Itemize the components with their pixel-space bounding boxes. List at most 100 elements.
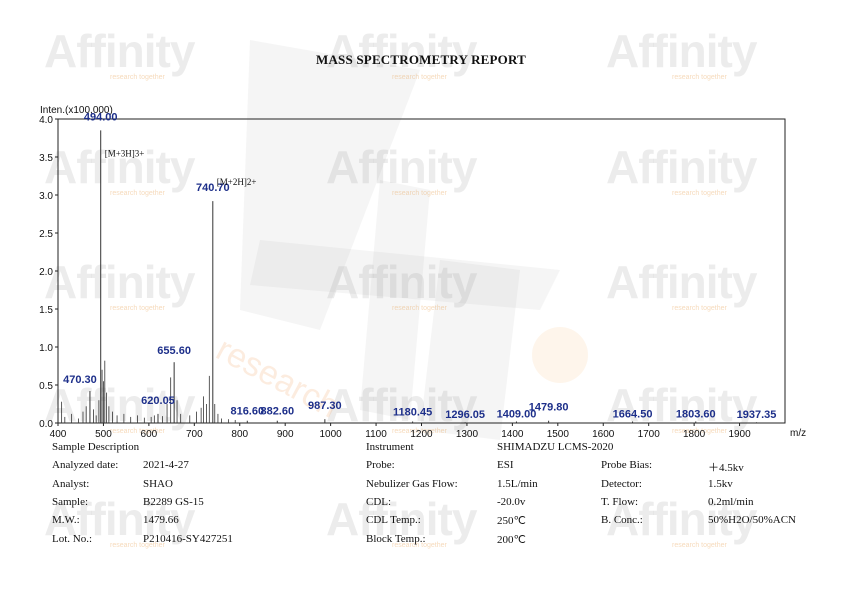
info-label: Probe: bbox=[366, 459, 395, 471]
watermark-logo: Affinity bbox=[44, 493, 195, 545]
instrument-value: SHIMADZU LCMS-2020 bbox=[497, 441, 614, 453]
info-label: Lot. No.: bbox=[52, 533, 93, 545]
info-value: ＋4.5kv bbox=[708, 462, 744, 474]
watermark-tagline: research together bbox=[110, 190, 165, 197]
peak-label: 1803.60 bbox=[676, 408, 716, 420]
info-value: 200℃ bbox=[497, 534, 526, 546]
x-tick-label: 600 bbox=[141, 429, 158, 440]
peak-label: 470.30 bbox=[63, 374, 97, 386]
watermark-logo: Affinity bbox=[44, 379, 195, 431]
x-tick-label: 400 bbox=[50, 429, 67, 440]
peak-label: 494.00 bbox=[84, 111, 118, 123]
watermark-tagline: research together bbox=[672, 428, 727, 435]
watermark-tagline: research together bbox=[672, 305, 727, 312]
watermark-tagline: research together bbox=[392, 190, 447, 197]
peak-label: 1296.05 bbox=[445, 409, 485, 421]
sample-description-header: Sample Description bbox=[52, 441, 140, 453]
info-label: B. Conc.: bbox=[601, 514, 643, 526]
y-tick-label: 0.0 bbox=[39, 419, 53, 430]
info-label: Sample: bbox=[52, 496, 89, 508]
instrument-label: Instrument bbox=[366, 441, 414, 453]
x-tick-label: 1900 bbox=[728, 429, 751, 440]
info-value: P210416-SY427251 bbox=[143, 533, 233, 545]
info-value: 2021-4-27 bbox=[143, 459, 189, 471]
watermark-logo: Affinity bbox=[44, 256, 195, 308]
plot-frame bbox=[57, 118, 786, 424]
watermark-tagline: research together bbox=[110, 305, 165, 312]
watermark-tagline: research together bbox=[392, 428, 447, 435]
x-tick-label: 1100 bbox=[365, 429, 387, 440]
peak-label: 882.60 bbox=[260, 406, 294, 418]
x-tick-label: 1000 bbox=[320, 429, 343, 440]
x-tick-label: 1700 bbox=[638, 429, 661, 440]
y-tick-label: 1.5 bbox=[39, 305, 53, 316]
watermark-tagline: research together bbox=[392, 542, 447, 549]
info-value: 1.5L/min bbox=[497, 478, 538, 490]
info-label: T. Flow: bbox=[601, 496, 639, 508]
y-tick-label: 3.5 bbox=[39, 153, 53, 164]
info-value: 1479.66 bbox=[143, 514, 179, 526]
peak-label: 1180.45 bbox=[393, 406, 432, 418]
info-value: ESI bbox=[497, 459, 514, 471]
peak-label: 655.60 bbox=[157, 345, 191, 357]
report-title: MASS SPECTROMETRY REPORT bbox=[316, 52, 526, 67]
watermark-tagline: research together bbox=[392, 305, 447, 312]
watermark-tagline: research together bbox=[392, 74, 447, 81]
info-label: Block Temp.: bbox=[366, 533, 426, 545]
y-tick-label: 4.0 bbox=[39, 115, 53, 126]
peak-label: 620.05 bbox=[141, 395, 175, 407]
watermark-logo: Affinity bbox=[326, 141, 477, 193]
x-tick-label: 1400 bbox=[501, 429, 524, 440]
y-tick-label: 3.0 bbox=[39, 191, 53, 202]
x-tick-label: 1800 bbox=[683, 429, 706, 440]
watermark-logo: Affinity bbox=[326, 256, 477, 308]
peak-label: 740.70 bbox=[196, 182, 230, 194]
watermark-logo: Affinity bbox=[606, 256, 757, 308]
x-tick-label: 1600 bbox=[592, 429, 615, 440]
x-tick-label: 1300 bbox=[456, 429, 479, 440]
peak-label: 1479.80 bbox=[529, 402, 569, 414]
peak-annotation: [M+2H]2+ bbox=[217, 177, 257, 187]
y-tick-label: 2.0 bbox=[39, 267, 53, 278]
peak-annotation: [M+3H]3+ bbox=[105, 148, 145, 158]
x-tick-label: 1200 bbox=[410, 429, 433, 440]
y-tick-label: 2.5 bbox=[39, 229, 53, 240]
watermark-tagline: research together bbox=[110, 428, 165, 435]
x-tick-label: 1500 bbox=[547, 429, 570, 440]
info-value: 50%H2O/50%ACN bbox=[708, 514, 796, 526]
y-axis-label: Inten.(x100,000) bbox=[40, 105, 113, 116]
x-tick-label: 900 bbox=[277, 429, 294, 440]
peak-label: 1664.50 bbox=[613, 408, 653, 420]
watermark-logo: Affinity bbox=[606, 379, 757, 431]
watermark-tagline: research together bbox=[672, 74, 727, 81]
info-value: -20.0v bbox=[497, 496, 526, 508]
y-tick-label: 1.0 bbox=[39, 343, 53, 354]
info-label: CDL: bbox=[366, 496, 392, 508]
info-value: 0.2ml/min bbox=[708, 496, 754, 508]
peak-label: 1937.35 bbox=[737, 409, 777, 421]
watermark-logo: Affinity bbox=[44, 141, 195, 193]
x-tick-label: 800 bbox=[231, 429, 248, 440]
info-value: 1.5kv bbox=[708, 478, 733, 490]
watermark-logo: Affinity bbox=[326, 25, 477, 77]
watermark-logo: Affinity bbox=[44, 25, 195, 77]
info-label: Analyst: bbox=[52, 478, 90, 490]
info-value: 250℃ bbox=[497, 515, 526, 527]
peak-label: 816.60 bbox=[230, 406, 264, 418]
watermark-logo: Affinity bbox=[606, 141, 757, 193]
x-axis-label: m/z bbox=[790, 428, 806, 439]
info-value: B2289 GS-15 bbox=[143, 496, 204, 508]
x-tick-label: 700 bbox=[186, 429, 203, 440]
y-tick-label: 0.5 bbox=[39, 381, 53, 392]
peak-label: 1409.00 bbox=[497, 408, 537, 420]
info-label: Nebulizer Gas Flow: bbox=[366, 478, 458, 490]
info-label: CDL Temp.: bbox=[366, 514, 421, 526]
watermark-tagline: research together bbox=[672, 542, 727, 549]
watermark-logo: Affinity bbox=[326, 493, 477, 545]
x-tick-label: 500 bbox=[95, 429, 112, 440]
watermark-logo: Affinity bbox=[606, 25, 757, 77]
info-label: Analyzed date: bbox=[52, 459, 119, 471]
info-label: Detector: bbox=[601, 478, 642, 490]
info-value: SHAO bbox=[143, 478, 173, 490]
